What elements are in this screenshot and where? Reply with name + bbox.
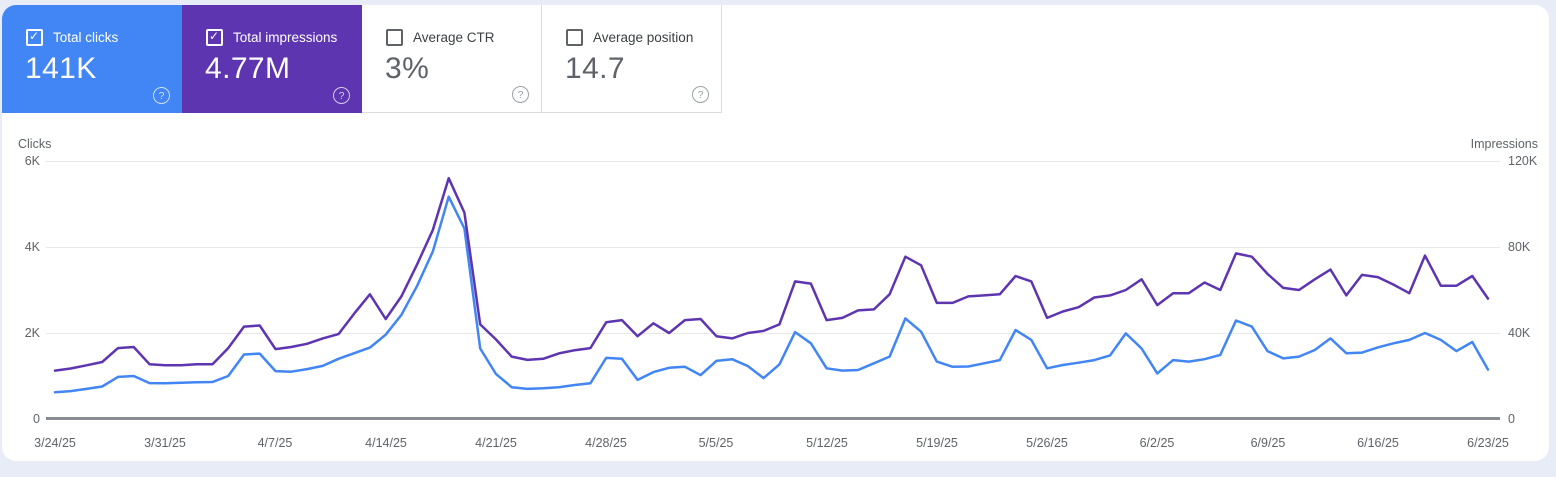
metric-card-average-ctr[interactable]: Average CTR 3% ?	[362, 5, 542, 113]
card-header: Total impressions	[206, 29, 337, 46]
total-impressions-value: 4.77M	[205, 52, 291, 85]
metric-cards-row: Total clicks 141K ? Total impressions 4.…	[2, 5, 722, 113]
impressions-line	[53, 176, 1490, 372]
date-tick-label: 6/16/25	[1357, 436, 1399, 450]
date-tick-label: 4/14/25	[365, 436, 407, 450]
date-tick-label: 6/2/25	[1139, 436, 1175, 450]
card-header: Average position	[566, 29, 693, 46]
axis-tick-label: 4K	[24, 240, 40, 254]
card-label: Total clicks	[53, 30, 119, 45]
card-label: Total impressions	[233, 30, 338, 45]
date-tick-label: 4/28/25	[585, 436, 627, 450]
gridline	[46, 333, 1500, 334]
date-tick-label: 5/19/25	[916, 436, 958, 450]
clicks-line	[53, 195, 1490, 394]
card-header: Average CTR	[386, 29, 495, 46]
checkbox-unchecked-icon[interactable]	[566, 29, 583, 46]
card-label: Average position	[593, 30, 694, 45]
date-tick-label: 6/23/25	[1467, 436, 1509, 450]
help-icon[interactable]: ?	[512, 86, 529, 103]
gridline	[46, 247, 1500, 248]
average-position-value: 14.7	[565, 52, 625, 85]
date-tick-label: 3/31/25	[144, 436, 186, 450]
axis-tick-label: 0	[33, 412, 40, 426]
gridline	[46, 161, 1500, 162]
card-label: Average CTR	[413, 30, 495, 45]
help-icon[interactable]: ?	[333, 87, 350, 104]
axis-tick-label: 40K	[1508, 326, 1531, 340]
checkbox-checked-icon[interactable]	[26, 29, 43, 46]
metric-card-total-impressions[interactable]: Total impressions 4.77M ?	[182, 5, 362, 113]
date-tick-label: 4/7/25	[257, 436, 293, 450]
date-tick-label: 3/24/25	[34, 436, 76, 450]
metric-card-total-clicks[interactable]: Total clicks 141K ?	[2, 5, 182, 113]
left-axis-title: Clicks	[18, 137, 52, 151]
axis-tick-label: 2K	[24, 326, 40, 340]
x-axis-line	[46, 417, 1500, 420]
date-tick-label: 5/5/25	[698, 436, 734, 450]
help-icon[interactable]: ?	[153, 87, 170, 104]
axis-tick-label: 6K	[24, 154, 40, 168]
performance-panel: Total clicks 141K ? Total impressions 4.…	[2, 5, 1549, 461]
date-tick-label: 6/9/25	[1250, 436, 1286, 450]
metric-card-average-position[interactable]: Average position 14.7 ?	[542, 5, 722, 113]
date-tick-label: 5/12/25	[806, 436, 848, 450]
axis-tick-label: 80K	[1508, 240, 1531, 254]
axis-tick-label: 120K	[1508, 154, 1538, 168]
date-tick-label: 4/21/25	[475, 436, 517, 450]
card-header: Total clicks	[26, 29, 118, 46]
total-clicks-value: 141K	[25, 52, 97, 85]
date-tick-label: 5/26/25	[1026, 436, 1068, 450]
checkbox-unchecked-icon[interactable]	[386, 29, 403, 46]
right-axis-title: Impressions	[1470, 137, 1538, 151]
axis-tick-label: 0	[1508, 412, 1515, 426]
average-ctr-value: 3%	[385, 52, 430, 85]
help-icon[interactable]: ?	[692, 86, 709, 103]
checkbox-checked-icon[interactable]	[206, 29, 223, 46]
